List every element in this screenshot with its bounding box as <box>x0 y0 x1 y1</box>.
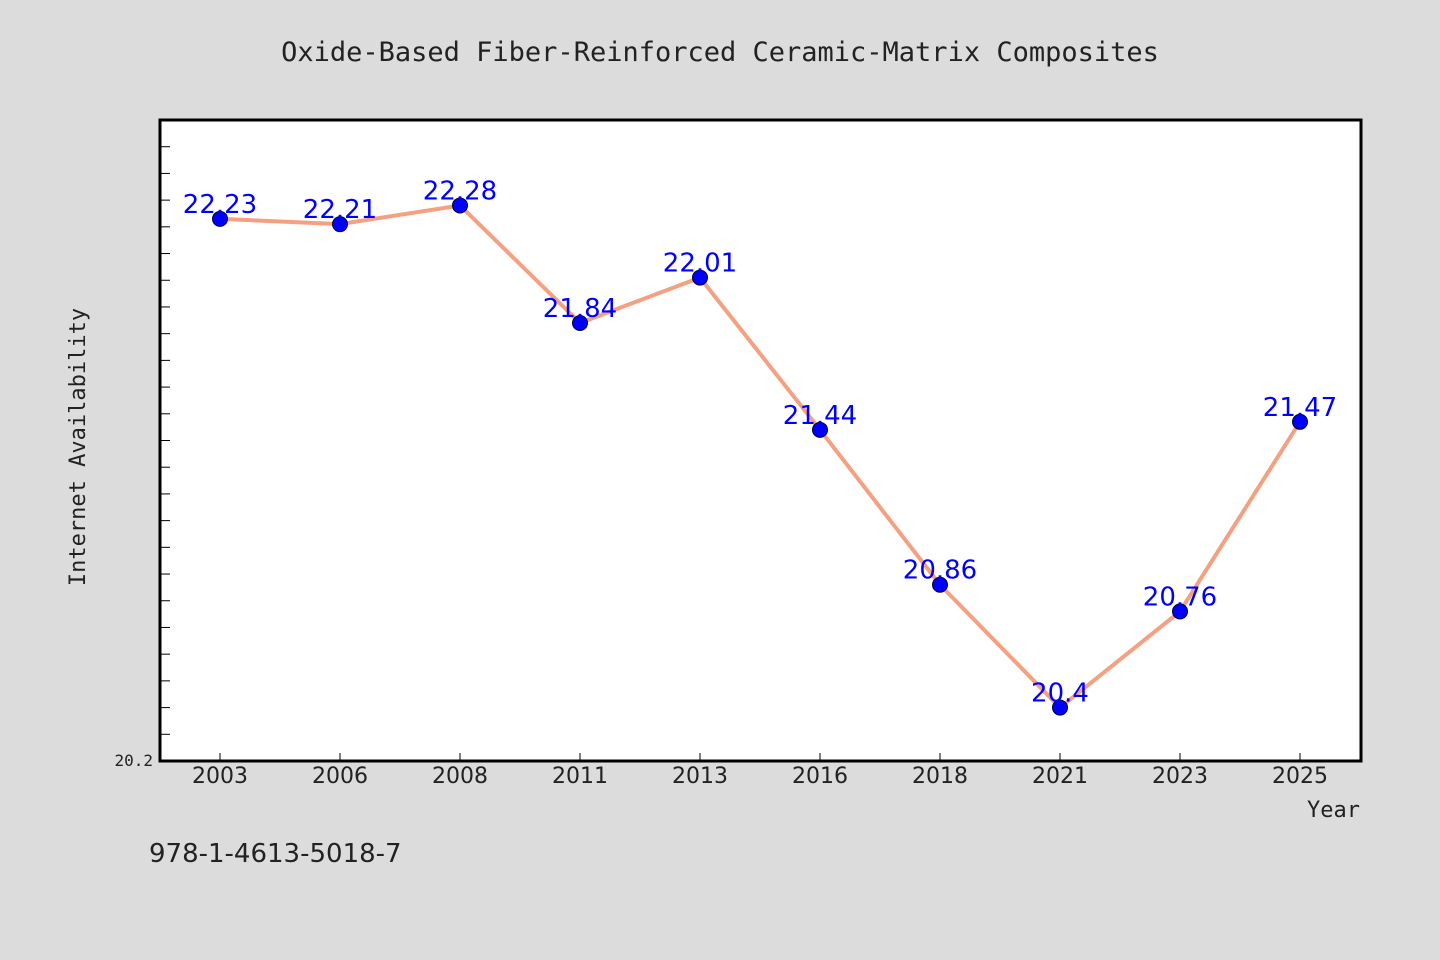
x-tick-label: 2025 <box>1272 764 1328 789</box>
data-point <box>1052 699 1068 716</box>
data-point <box>812 421 828 438</box>
isbn-text: 978-1-4613-5018-7 <box>149 839 402 869</box>
data-point <box>572 314 588 331</box>
data-label: 20.4 <box>1031 679 1089 709</box>
y-tick-label: 20.2 <box>114 751 153 770</box>
data-label: 20.76 <box>1143 582 1217 612</box>
data-point <box>1172 603 1188 620</box>
series-line <box>219 203 1302 710</box>
x-tick-label: 2011 <box>552 764 608 789</box>
x-tick-label: 2018 <box>912 764 968 789</box>
x-axis-label: Year <box>1307 798 1360 823</box>
y-axis-ticks <box>160 146 170 735</box>
x-tick-label: 2023 <box>1152 764 1208 789</box>
data-label: 22.21 <box>303 195 377 225</box>
x-tick-label: 2008 <box>432 764 488 789</box>
data-point <box>932 576 948 593</box>
data-label: 22.23 <box>183 190 257 220</box>
x-axis-ticks: 2003 2006 2008 2011 2013 2016 2018 2021 2023 2025 <box>192 753 1328 789</box>
series-layer: 22.23 22.21 22.28 21.84 22.01 21.44 20.86 20.4 2… <box>183 176 1337 716</box>
data-label: 21.47 <box>1263 393 1337 423</box>
plot-area <box>158 118 1363 763</box>
data-point <box>452 197 468 214</box>
x-tick-label: 2021 <box>1032 764 1088 789</box>
y-axis-label: Internet Availability <box>66 308 91 586</box>
data-label: 20.86 <box>903 556 977 586</box>
x-tick-label: 2006 <box>312 764 368 789</box>
x-tick-label: 2003 <box>192 764 248 789</box>
data-label: 21.44 <box>783 401 857 431</box>
chart-title: Oxide-Based Fiber-Reinforced Ceramic-Mat… <box>281 37 1159 68</box>
data-label: 21.84 <box>543 294 617 324</box>
data-label: 22.01 <box>663 249 737 279</box>
x-tick-label: 2013 <box>672 764 728 789</box>
data-point <box>692 269 708 286</box>
data-label: 22.28 <box>423 176 497 206</box>
data-point <box>332 216 348 233</box>
data-point <box>1292 413 1308 430</box>
data-point <box>212 210 228 227</box>
x-tick-label: 2016 <box>792 764 848 789</box>
